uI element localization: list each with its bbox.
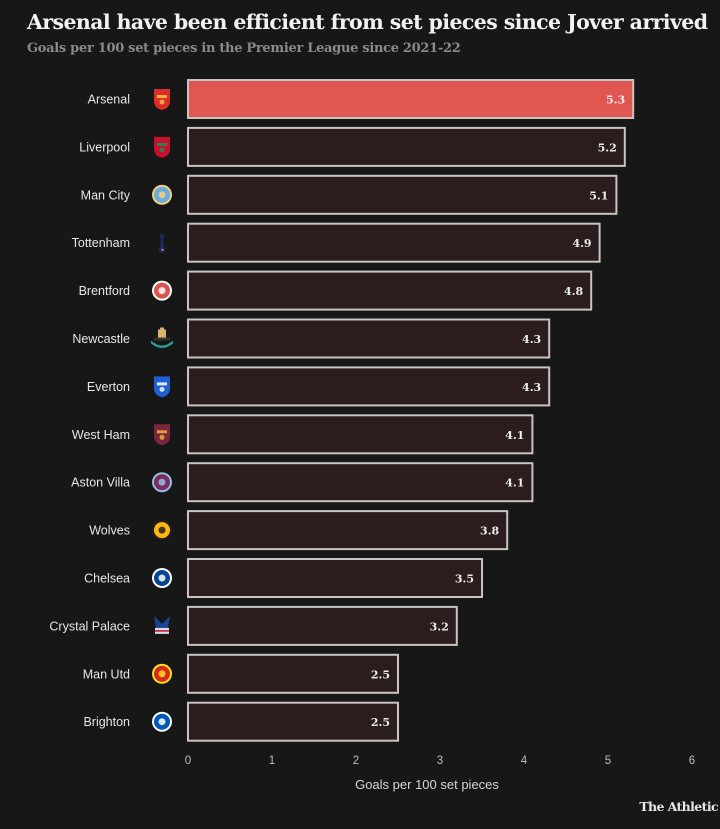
bar bbox=[187, 222, 601, 263]
category-label: Arsenal bbox=[88, 93, 130, 107]
bar-rows: Arsenal 5.3 Liverpool 5.2 Man City 5.1 Tottenh… bbox=[49, 79, 635, 742]
man-utd-crest-icon bbox=[152, 663, 172, 684]
value-label: 3.2 bbox=[430, 620, 449, 633]
bar bbox=[187, 270, 593, 311]
aston-villa-crest-icon bbox=[152, 472, 172, 493]
bar-row: Man Utd 2.5 bbox=[83, 653, 399, 694]
newcastle-crest-icon bbox=[151, 327, 173, 348]
bar-row: Crystal Palace 3.2 bbox=[49, 605, 458, 646]
category-label: Newcastle bbox=[72, 332, 130, 346]
bar bbox=[187, 126, 626, 167]
value-label: 3.5 bbox=[455, 573, 474, 586]
value-label: 5.3 bbox=[606, 94, 625, 107]
chelsea-crest-icon bbox=[152, 568, 172, 588]
x-tick-label: 5 bbox=[605, 755, 611, 767]
value-label: 2.5 bbox=[371, 668, 390, 681]
wolves-crest-icon bbox=[152, 520, 172, 541]
bar-row: Wolves 3.8 bbox=[89, 510, 509, 551]
bar-highlight bbox=[187, 79, 635, 119]
x-tick-label: 2 bbox=[353, 755, 359, 767]
value-label: 4.3 bbox=[522, 333, 541, 346]
value-label: 4.3 bbox=[522, 381, 541, 394]
bar-chart: Arsenal 5.3 Liverpool 5.2 Man City 5.1 Tottenh… bbox=[49, 79, 695, 792]
category-label: West Ham bbox=[72, 428, 130, 442]
category-label: Brentford bbox=[79, 284, 130, 298]
chart-subtitle: Goals per 100 set pieces in the Premier … bbox=[27, 41, 461, 56]
x-tick-label: 1 bbox=[269, 755, 275, 767]
bar bbox=[187, 414, 534, 455]
bar-row: Brighton 2.5 bbox=[83, 701, 399, 742]
bar bbox=[187, 510, 509, 551]
bar bbox=[187, 701, 399, 742]
bar-row: Arsenal 5.3 bbox=[88, 79, 635, 119]
category-label: Man City bbox=[81, 188, 131, 202]
category-label: Wolves bbox=[89, 524, 130, 538]
x-axis: 0 1 2 3 4 5 6 bbox=[185, 755, 695, 767]
x-axis-label: Goals per 100 set pieces bbox=[355, 777, 499, 792]
bar bbox=[187, 318, 551, 359]
tottenham-crest-icon bbox=[159, 234, 165, 253]
bar bbox=[187, 558, 483, 598]
chart-title: Arsenal have been efficient from set pie… bbox=[27, 10, 708, 34]
bar bbox=[187, 605, 458, 646]
x-tick-label: 4 bbox=[521, 755, 528, 767]
category-label: Man Utd bbox=[83, 667, 130, 681]
x-tick-label: 3 bbox=[437, 755, 443, 767]
value-label: 4.8 bbox=[564, 285, 583, 298]
value-label: 5.1 bbox=[589, 189, 608, 202]
category-label: Liverpool bbox=[79, 140, 130, 154]
x-tick-label: 0 bbox=[185, 755, 191, 767]
category-label: Aston Villa bbox=[71, 476, 130, 490]
value-label: 4.1 bbox=[505, 477, 524, 490]
bar-row: Brentford 4.8 bbox=[79, 270, 593, 311]
value-label: 4.9 bbox=[572, 237, 591, 250]
category-label: Crystal Palace bbox=[49, 619, 130, 633]
liverpool-crest-icon bbox=[154, 136, 170, 158]
bar bbox=[187, 653, 399, 694]
value-label: 2.5 bbox=[371, 716, 390, 729]
category-label: Everton bbox=[87, 380, 130, 394]
bar bbox=[187, 366, 551, 407]
man-city-crest-icon bbox=[152, 184, 172, 205]
brighton-crest-icon bbox=[152, 711, 172, 732]
bar-row: Aston Villa 4.1 bbox=[71, 462, 534, 503]
category-label: Chelsea bbox=[84, 572, 130, 586]
value-label: 4.1 bbox=[505, 429, 524, 442]
publisher-logo: The Athletic bbox=[639, 799, 718, 814]
brentford-crest-icon bbox=[152, 280, 172, 301]
bar bbox=[187, 462, 534, 503]
bar bbox=[187, 174, 618, 215]
category-label: Tottenham bbox=[72, 236, 130, 250]
crystal-palace-crest-icon bbox=[154, 615, 170, 634]
value-label: 5.2 bbox=[598, 141, 617, 154]
bar-row: Newcastle 4.3 bbox=[72, 318, 551, 359]
everton-crest-icon bbox=[154, 376, 170, 398]
bar-row: Tottenham 4.9 bbox=[72, 222, 601, 263]
bar-row: Liverpool 5.2 bbox=[79, 126, 626, 167]
bar-row: West Ham 4.1 bbox=[72, 414, 534, 455]
arsenal-crest-icon bbox=[154, 89, 170, 110]
category-label: Brighton bbox=[83, 715, 130, 729]
x-tick-label: 6 bbox=[689, 755, 695, 767]
bar-row: Man City 5.1 bbox=[81, 174, 618, 215]
bar-row: Everton 4.3 bbox=[87, 366, 551, 407]
west-ham-crest-icon bbox=[154, 424, 170, 446]
bar-row: Chelsea 3.5 bbox=[84, 558, 483, 598]
value-label: 3.8 bbox=[480, 525, 499, 538]
